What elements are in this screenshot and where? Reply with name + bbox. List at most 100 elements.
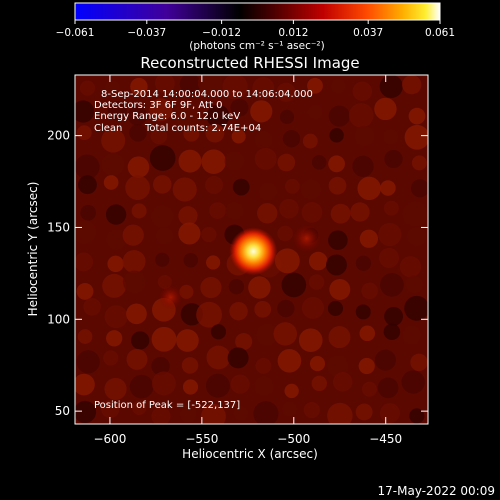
mottle-blob — [361, 381, 378, 397]
mottle-blob — [402, 325, 422, 345]
mottle-blob — [383, 323, 401, 341]
mottle-blob — [402, 75, 422, 95]
mottle-blob — [122, 249, 146, 274]
mottle-blob — [225, 201, 244, 220]
mottle-blob — [126, 303, 147, 325]
mottle-blob — [301, 296, 325, 319]
mottle-blob — [131, 203, 147, 219]
mottle-blob — [150, 127, 168, 145]
mottle-blob — [131, 331, 150, 350]
mottle-blob — [404, 295, 428, 321]
mottle-blob — [401, 201, 428, 227]
mottle-blob — [374, 349, 396, 371]
x-tick-label: −450 — [369, 432, 402, 446]
peak-source — [229, 227, 278, 276]
mottle-blob — [209, 202, 227, 220]
axis-ticks: −600 −550 −500 −450 50 100 150 200 — [47, 75, 428, 446]
mottle-blob — [405, 275, 424, 294]
mottle-blob — [104, 377, 127, 401]
mottle-blob — [106, 330, 123, 347]
mottle-blob — [83, 297, 102, 316]
mottle-blob — [277, 153, 296, 172]
mottle-blob — [76, 125, 92, 141]
mottle-blob — [384, 306, 404, 326]
mottle-blob — [224, 151, 245, 171]
mottle-blob — [129, 374, 154, 399]
mottle-blob — [178, 222, 201, 245]
mottle-blob — [178, 149, 202, 173]
colorbar-ticks: −0.061 −0.037 −0.012 0.012 0.037 0.061 — [56, 20, 455, 39]
mottle-blob — [75, 100, 95, 123]
image-area — [75, 75, 428, 424]
x-tick-label: −500 — [277, 432, 310, 446]
mottle-blob — [127, 106, 148, 126]
mottle-blob — [154, 75, 175, 94]
mottle-blob — [307, 104, 323, 120]
mottle-blob — [152, 175, 172, 194]
mottle-blob — [254, 375, 274, 396]
mottle-blob — [107, 255, 124, 273]
mottle-blob — [382, 128, 399, 145]
mottle-blob — [326, 355, 349, 377]
mottle-blob — [178, 206, 198, 226]
mottle-blob — [172, 177, 197, 202]
mottle-blob — [308, 274, 325, 290]
mottle-blob — [399, 256, 422, 278]
mottle-blob — [354, 125, 375, 147]
mottle-blob — [206, 255, 221, 270]
mottle-blob — [233, 405, 249, 421]
mottle-blob — [361, 282, 379, 300]
mottle-blob — [254, 147, 277, 170]
mottle-blob — [383, 200, 399, 216]
mottle-blob — [229, 301, 248, 321]
mottle-blob — [231, 129, 246, 144]
mottle-blob — [281, 401, 298, 417]
mottle-blob — [151, 356, 170, 376]
mottle-blob — [279, 109, 295, 124]
mottle-blob — [232, 178, 250, 196]
mottle-blob — [181, 357, 199, 374]
mottle-blob — [155, 252, 170, 267]
mottle-blob — [155, 226, 174, 245]
mottle-blob — [406, 226, 427, 247]
mottle-blob — [380, 273, 404, 297]
mottle-blob — [276, 82, 296, 102]
mottle-blob — [332, 372, 353, 392]
mottle-blob — [411, 155, 427, 171]
colorbar — [74, 2, 441, 21]
chart-title: Reconstructed RHESSI Image — [140, 54, 359, 72]
colorbar-units: (photons cm⁻² s⁻¹ asec⁻²) — [189, 40, 324, 52]
mottle-blob — [308, 251, 328, 271]
colorbar-tick-label: −0.061 — [56, 27, 95, 39]
mottle-blob — [151, 371, 176, 396]
mottle-blob — [127, 156, 150, 178]
mottle-blob — [352, 81, 373, 102]
y-tick-label: 150 — [47, 220, 70, 234]
x-tick-label: −600 — [93, 432, 126, 446]
mottle-blob — [179, 284, 194, 299]
plot-frame — [74, 74, 429, 425]
mottle-blob — [150, 204, 174, 228]
mottle-blob — [282, 130, 301, 148]
mottle-blob — [104, 305, 128, 329]
mottle-blob — [298, 328, 323, 353]
mottle-blob — [253, 401, 279, 424]
method-label: Clean — [94, 123, 122, 134]
mottle-blob — [101, 152, 125, 177]
mottle-blob — [80, 205, 96, 221]
mottle-blob — [327, 402, 353, 424]
mottle-blob — [328, 326, 351, 349]
mottle-blob — [103, 350, 119, 366]
mottle-blob — [197, 75, 224, 96]
mottle-blob — [205, 373, 230, 398]
mottle-blob — [122, 270, 146, 294]
mottle-blob — [79, 80, 96, 96]
y-axis-label: Heliocentric Y (arcsec) — [26, 182, 40, 317]
mottle-blob — [254, 300, 272, 318]
mottle-blob — [206, 104, 230, 128]
energy-label: Energy Range: 6.0 - 12.0 keV — [94, 111, 240, 122]
mottle-blob — [408, 107, 426, 125]
mottle-blob — [206, 345, 231, 370]
peak-position-label: Position of Peak = [-522,137] — [94, 400, 240, 411]
mottle-blob — [281, 272, 307, 298]
